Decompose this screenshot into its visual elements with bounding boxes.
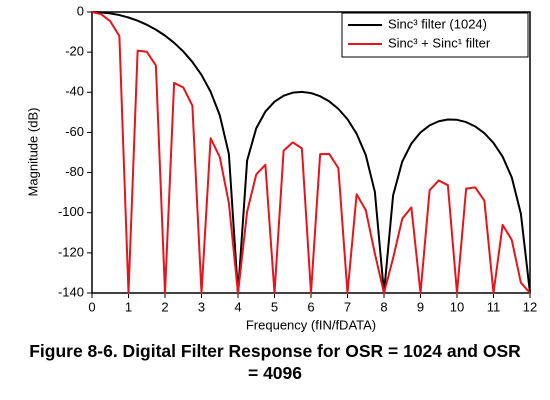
x-tick-label: 8 <box>380 299 387 314</box>
caption: Figure 8-6. Digital Filter Response for … <box>29 341 521 383</box>
y-tick-label: -40 <box>65 84 84 99</box>
x-tick-label: 10 <box>450 299 464 314</box>
y-tick-label: 0 <box>77 3 84 18</box>
x-tick-label: 6 <box>307 299 314 314</box>
y-tick-label: -100 <box>58 204 84 219</box>
caption-box: Figure 8-6. Digital Filter Response for … <box>0 340 550 384</box>
legend-label: Sinc³ + Sinc¹ filter <box>388 35 491 50</box>
x-tick-label: 1 <box>125 299 132 314</box>
y-tick-label: -20 <box>65 44 84 59</box>
legend-label: Sinc³ filter (1024) <box>388 16 487 31</box>
y-tick-label: -80 <box>65 164 84 179</box>
y-axis-label: Magnitude (dB) <box>25 108 40 197</box>
x-tick-label: 3 <box>198 299 205 314</box>
series-line <box>91 11 531 294</box>
legend-box <box>341 12 529 58</box>
x-tick-label: 4 <box>234 299 241 314</box>
x-tick-label: 7 <box>344 299 351 314</box>
x-tick-label: 5 <box>271 299 278 314</box>
x-tick-label: 0 <box>88 299 95 314</box>
x-tick-label: 11 <box>487 299 501 314</box>
x-axis-label: Frequency (fIN/fDATA) <box>246 317 376 332</box>
y-tick-label: -140 <box>58 284 84 299</box>
x-tick-label: 9 <box>417 299 424 314</box>
y-tick-label: -120 <box>58 244 84 259</box>
x-tick-label: 2 <box>161 299 168 314</box>
chart: Magnitude (dB) Frequency (fIN/fDATA) -14… <box>25 3 537 332</box>
series-line <box>91 11 531 294</box>
y-tick-label: -60 <box>65 124 84 139</box>
x-tick-label: 12 <box>523 299 537 314</box>
